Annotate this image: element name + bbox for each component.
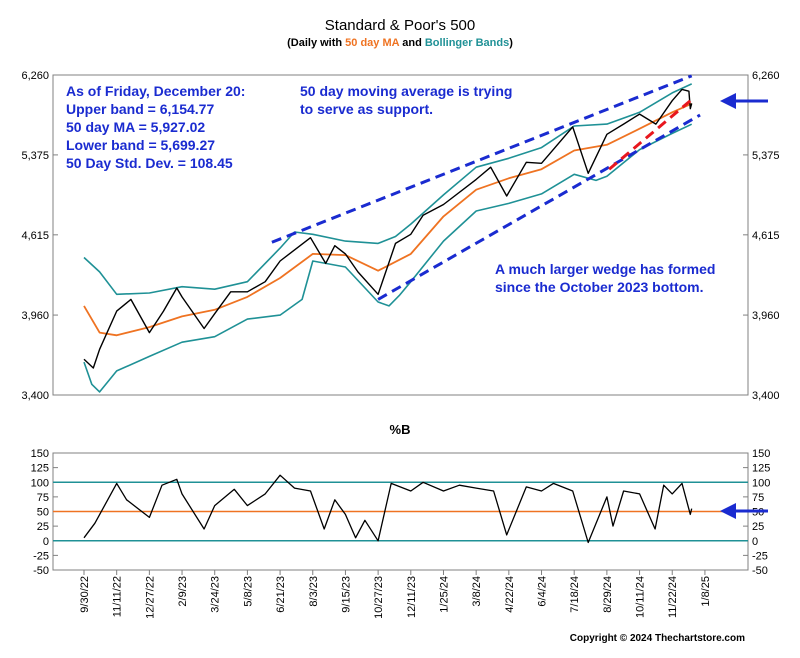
pb-ytick-label: 75 — [37, 492, 49, 504]
series-lower-band — [83, 123, 693, 393]
pb-series-group — [83, 474, 693, 544]
series-s-p-500 — [83, 88, 693, 369]
pb-ytick-label: -25 — [752, 550, 768, 562]
series-50-day-ma — [83, 102, 693, 337]
date-tick-label: 3/24/23 — [210, 576, 222, 613]
main-series-group — [83, 83, 693, 393]
pb-ytick-label: 75 — [752, 492, 764, 504]
stats-line-5: 50 Day Std. Dev. = 108.45 — [66, 155, 233, 171]
series-upper-band — [83, 83, 693, 296]
chart-subtitle: (Daily with 50 day MA and Bollinger Band… — [287, 37, 513, 49]
chart-title: Standard & Poor's 500 — [325, 17, 475, 34]
pb-ytick-label: 150 — [752, 448, 770, 460]
wedge-note-line-2: since the October 2023 bottom. — [495, 279, 704, 295]
trendline-support — [608, 96, 696, 171]
pb-ytick-label: -50 — [33, 565, 49, 577]
date-tick-label: 4/22/24 — [504, 576, 516, 613]
price-pointer-arrow — [720, 93, 768, 109]
trendline-lower-wedge — [377, 113, 701, 301]
stats-line-2: Upper band = 6,154.77 — [66, 101, 214, 117]
ma-note-annotation: 50 day moving average is trying to serve… — [300, 83, 512, 117]
date-tick-label: 6/21/23 — [275, 576, 287, 613]
pb-ytick-label: 125 — [752, 463, 770, 475]
stats-line-3: 50 day MA = 5,927.02 — [66, 119, 205, 135]
main-ytick-label: 3,400 — [752, 390, 780, 402]
pb-title: %B — [390, 422, 411, 437]
date-tick-label: 3/8/24 — [471, 576, 483, 607]
subtitle-ma: 50 day MA — [345, 37, 399, 49]
main-y-axis-right: 3,400 3,960 4,615 5,375 6,260 — [752, 70, 780, 402]
main-ytick-label: 3,960 — [752, 310, 780, 322]
main-ytick-label: 4,615 — [21, 230, 49, 242]
pb-ytick-label: -25 — [33, 550, 49, 562]
date-tick-label: 12/11/23 — [406, 576, 418, 618]
pb-ytick-label: 125 — [31, 463, 49, 475]
copyright: Copyright © 2024 Thechartstore.com — [570, 633, 745, 644]
date-tick-label: 10/11/24 — [635, 576, 647, 618]
pb-ytick-label: 25 — [37, 521, 49, 533]
subtitle-prefix: (Daily with — [287, 37, 345, 49]
date-tick-label: 8/29/24 — [602, 576, 614, 613]
date-tick-label: 1/8/25 — [700, 576, 712, 607]
pb-ytick-label: 150 — [31, 448, 49, 460]
subtitle-bands: Bollinger Bands — [425, 37, 509, 49]
pb-y-axis-left: -50 -25 0 25 50 75 100 125 150 — [31, 448, 49, 577]
date-tick-label: 9/30/22 — [79, 576, 91, 613]
date-tick-label: 6/4/24 — [537, 576, 549, 607]
trendlines-group — [271, 74, 701, 301]
date-tick-label: 12/27/22 — [144, 576, 156, 619]
pb-ytick-label: 0 — [752, 536, 758, 548]
series-percent-b — [83, 474, 693, 544]
pb-ytick-label: 100 — [31, 477, 49, 489]
stats-line-1: As of Friday, December 20: — [66, 83, 245, 99]
date-tick-label: 5/8/23 — [242, 576, 254, 607]
subtitle-and: and — [399, 37, 425, 49]
ma-note-line-1: 50 day moving average is trying — [300, 83, 512, 99]
wedge-note-line-1: A much larger wedge has formed — [495, 261, 715, 277]
pb-pointer-arrow — [720, 503, 768, 519]
wedge-note-annotation: A much larger wedge has formed since the… — [495, 261, 715, 295]
main-ytick-label: 3,960 — [21, 310, 49, 322]
main-plot-area — [52, 74, 749, 396]
date-axis: 9/30/22 11/11/22 12/27/22 2/9/23 3/24/23 5/8/… — [79, 570, 712, 619]
subtitle-suffix: ) — [509, 37, 513, 49]
ma-note-line-2: to serve as support. — [300, 101, 433, 117]
main-y-axis-left: 3,400 3,960 4,615 5,375 6,260 — [21, 70, 49, 402]
stats-line-4: Lower band = 5,699.27 — [66, 137, 215, 153]
pb-ytick-label: 100 — [752, 477, 770, 489]
date-tick-label: 2/9/23 — [177, 576, 189, 607]
main-ytick-label: 6,260 — [21, 70, 49, 82]
pb-ytick-label: 0 — [43, 536, 49, 548]
pb-ytick-label: -50 — [752, 565, 768, 577]
stats-annotation: As of Friday, December 20: Upper band = … — [66, 83, 245, 171]
main-ytick-label: 4,615 — [752, 230, 780, 242]
date-tick-label: 11/22/24 — [667, 576, 679, 618]
date-tick-label: 1/25/24 — [438, 576, 450, 613]
main-ytick-label: 5,375 — [21, 150, 49, 162]
main-ytick-label: 5,375 — [752, 150, 780, 162]
main-ytick-label: 3,400 — [21, 390, 49, 402]
date-tick-label: 8/3/23 — [308, 576, 320, 607]
pb-ytick-label: 25 — [752, 521, 764, 533]
date-tick-label: 9/15/23 — [340, 576, 352, 613]
pb-ytick-label: 50 — [37, 507, 49, 519]
date-tick-label: 7/18/24 — [569, 576, 581, 613]
main-ytick-label: 6,260 — [752, 70, 780, 82]
main-grid — [53, 74, 748, 396]
date-tick-label: 10/27/23 — [373, 576, 385, 619]
date-tick-label: 11/11/22 — [112, 576, 124, 617]
trendline-upper-wedge — [271, 74, 693, 244]
